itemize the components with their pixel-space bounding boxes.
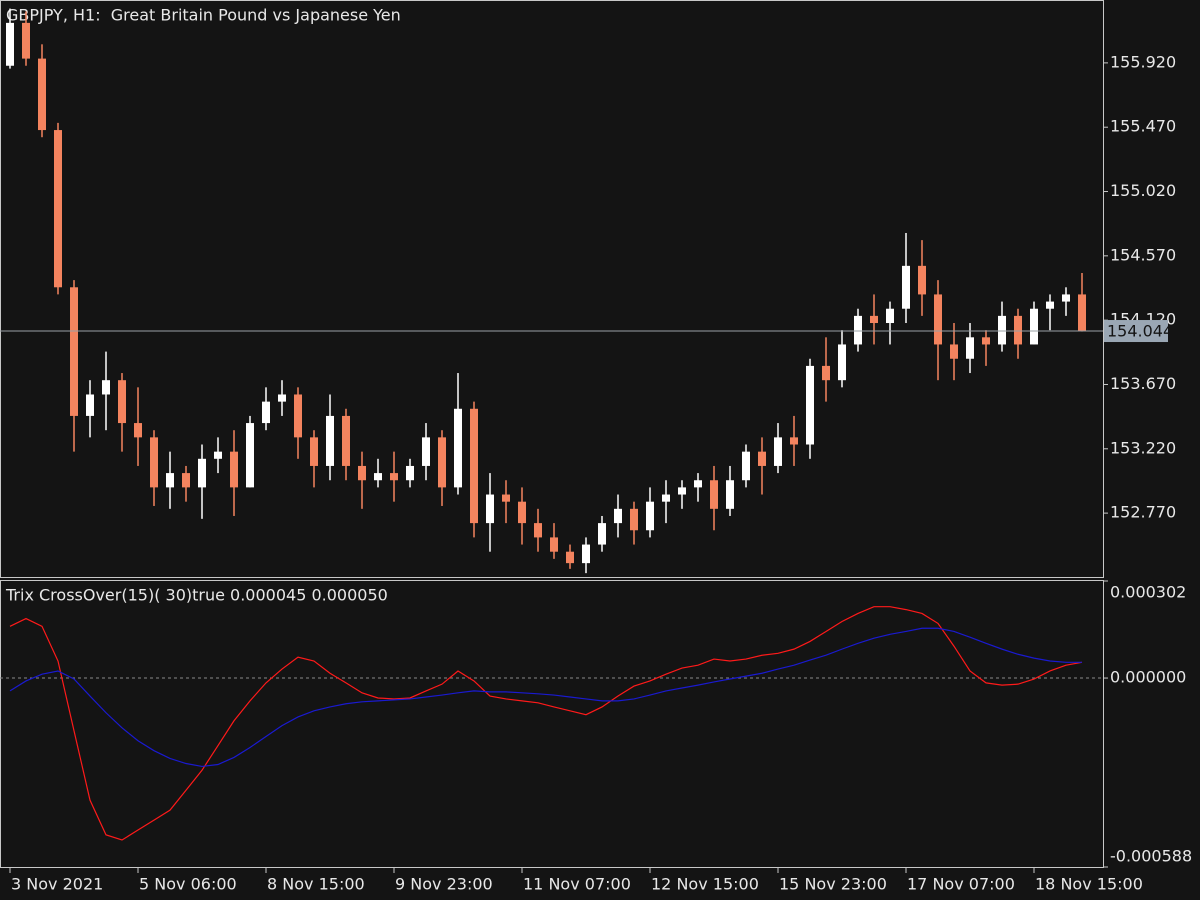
candle-body bbox=[198, 458, 206, 488]
candle-body bbox=[886, 308, 894, 324]
candle-body bbox=[614, 508, 622, 524]
candle-body bbox=[710, 480, 718, 509]
y-tick-label: 152.770 bbox=[1110, 503, 1176, 522]
y-tick-label: 155.020 bbox=[1110, 181, 1176, 200]
candle-body bbox=[646, 501, 654, 531]
candle-body bbox=[390, 473, 398, 481]
candle-body bbox=[678, 487, 686, 495]
candle-body bbox=[54, 130, 62, 288]
candle-body bbox=[486, 494, 494, 524]
x-tick-label: 15 Nov 23:00 bbox=[779, 875, 887, 894]
candle-body bbox=[438, 437, 446, 488]
candle-body bbox=[662, 494, 670, 502]
y-tick-label: 0.000000 bbox=[1110, 668, 1186, 687]
y-tick-label: 153.670 bbox=[1110, 374, 1176, 393]
candle-body bbox=[566, 551, 574, 564]
candle-body bbox=[86, 394, 94, 416]
candle-body bbox=[70, 287, 78, 416]
y-tick-label: 0.000302 bbox=[1110, 583, 1186, 602]
candle-body bbox=[838, 344, 846, 381]
candle-body bbox=[966, 337, 974, 359]
candle-body bbox=[806, 365, 814, 445]
candle-body bbox=[230, 451, 238, 488]
y-tick-label: 153.220 bbox=[1110, 438, 1176, 457]
y-tick-label: 155.920 bbox=[1110, 52, 1176, 71]
candle-body bbox=[374, 473, 382, 481]
chart-title: GBPJPY, H1: Great Britain Pound vs Japan… bbox=[6, 6, 401, 25]
candle-body bbox=[182, 473, 190, 488]
x-tick-label: 11 Nov 07:00 bbox=[523, 875, 631, 894]
candle-body bbox=[470, 408, 478, 524]
candle-body bbox=[870, 315, 878, 324]
candle-body bbox=[326, 415, 334, 466]
candle-body bbox=[6, 22, 14, 66]
y-tick-label: 154.570 bbox=[1110, 245, 1176, 264]
candle-body bbox=[422, 437, 430, 466]
candle-body bbox=[134, 423, 142, 438]
x-tick-label: 3 Nov 2021 bbox=[11, 875, 103, 894]
candle-body bbox=[278, 394, 286, 402]
candle-body bbox=[118, 380, 126, 424]
x-tick-label: 5 Nov 06:00 bbox=[139, 875, 237, 894]
indicator-line bbox=[9, 627, 1082, 768]
candle-body bbox=[902, 265, 910, 309]
candle-body bbox=[950, 344, 958, 359]
y-tick-label: -0.000588 bbox=[1110, 847, 1192, 866]
candle-body bbox=[358, 465, 366, 481]
candle-body bbox=[150, 437, 158, 488]
candle-body bbox=[774, 437, 782, 466]
candle-body bbox=[262, 401, 270, 424]
candle-body bbox=[582, 544, 590, 564]
candle-body bbox=[1046, 301, 1054, 309]
candle-body bbox=[998, 315, 1006, 345]
indicator-panel-frame bbox=[0, 580, 1104, 868]
current-price-box bbox=[1104, 320, 1168, 343]
current-price-label: 154.044 bbox=[1107, 322, 1173, 341]
candle-body bbox=[598, 523, 606, 545]
candle-body bbox=[214, 451, 222, 459]
y-tick-label: 155.470 bbox=[1110, 117, 1176, 136]
candle-body bbox=[246, 423, 254, 488]
x-tick-label: 12 Nov 15:00 bbox=[651, 875, 759, 894]
candle-body bbox=[790, 437, 798, 445]
candle-body bbox=[310, 437, 318, 466]
x-tick-label: 8 Nov 15:00 bbox=[267, 875, 365, 894]
indicator-title: Trix CrossOver(15)( 30)true 0.000045 0.0… bbox=[5, 586, 388, 605]
candle-body bbox=[294, 394, 302, 438]
candle-body bbox=[22, 22, 30, 59]
candle-body bbox=[166, 473, 174, 488]
candle-body bbox=[454, 408, 462, 488]
candle-body bbox=[502, 494, 510, 502]
candle-body bbox=[102, 380, 110, 395]
candle-body bbox=[694, 480, 702, 488]
price-panel-frame bbox=[0, 0, 1104, 578]
candle-body bbox=[1078, 294, 1086, 332]
x-tick-label: 17 Nov 07:00 bbox=[907, 875, 1015, 894]
candle-body bbox=[982, 337, 990, 345]
candle-body bbox=[758, 451, 766, 466]
candle-body bbox=[406, 465, 414, 481]
indicator-line bbox=[9, 606, 1083, 841]
candle-body bbox=[822, 365, 830, 381]
candle-body bbox=[1030, 308, 1038, 345]
candle-body bbox=[342, 415, 350, 466]
candle-body bbox=[1014, 315, 1022, 345]
candle-body bbox=[726, 480, 734, 509]
candle-body bbox=[854, 315, 862, 345]
x-tick-label: 9 Nov 23:00 bbox=[395, 875, 493, 894]
candle-body bbox=[518, 501, 526, 524]
x-tick-label: 18 Nov 15:00 bbox=[1035, 875, 1143, 894]
candle-body bbox=[742, 451, 750, 481]
candle-body bbox=[630, 508, 638, 531]
candle-body bbox=[38, 58, 46, 131]
candle-body bbox=[918, 265, 926, 295]
candle-body bbox=[550, 537, 558, 552]
candle-body bbox=[534, 523, 542, 538]
candle-body bbox=[934, 294, 942, 345]
candle-body bbox=[1062, 294, 1070, 302]
